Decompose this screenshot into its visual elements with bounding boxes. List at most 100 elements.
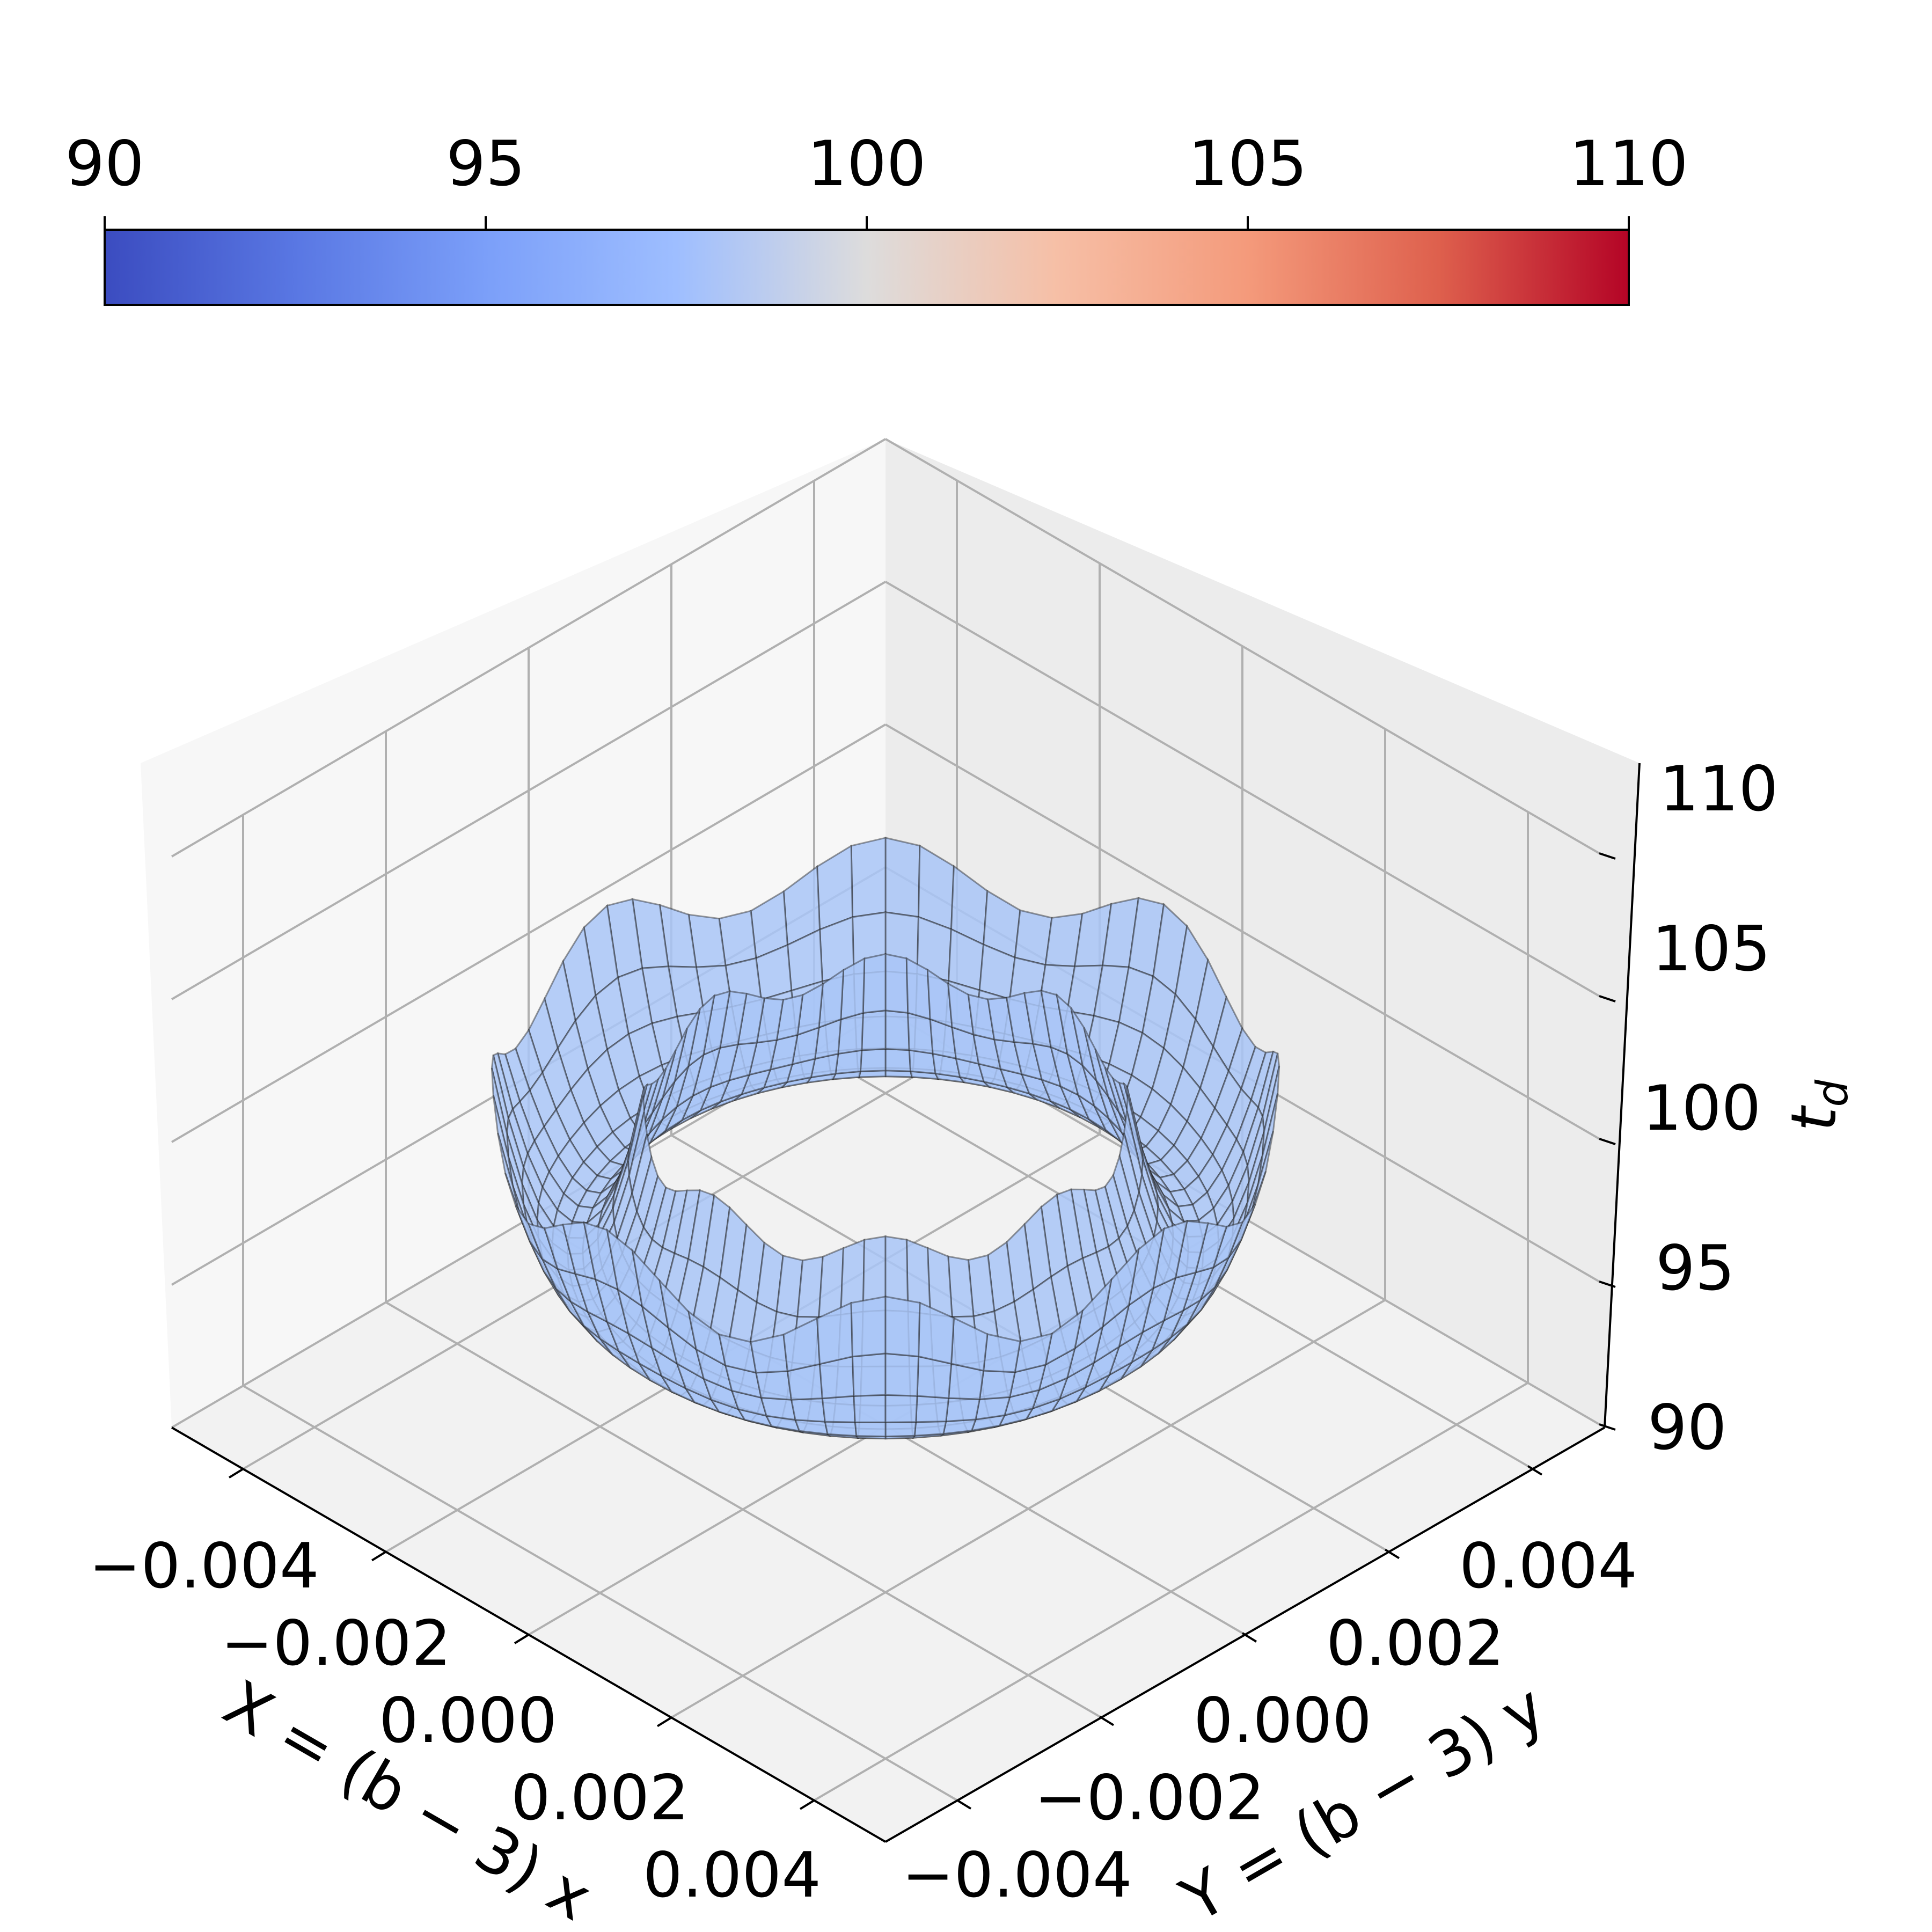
- gridline: [884, 438, 1600, 854]
- z-tick-label: 90: [1648, 1392, 1727, 1464]
- surface-cell: [760, 1396, 796, 1421]
- colorbar: 90 95 100 105 110: [65, 128, 1688, 306]
- surface-cell: [854, 1421, 887, 1438]
- x-tick-label: −0.002: [221, 1607, 451, 1680]
- surface-cell: [982, 1333, 1021, 1373]
- colorbar-tick-label: 110: [1569, 128, 1688, 200]
- colorbar-tick-label: 105: [1188, 128, 1307, 200]
- tick-mark: [1527, 1465, 1543, 1476]
- colorbar-ticks: 90 95 100 105 110: [65, 128, 1688, 230]
- surface-cell: [948, 928, 985, 992]
- surface-cell: [1157, 1103, 1188, 1147]
- tick-mark: [371, 1550, 387, 1562]
- colorbar-gradient: [104, 229, 1630, 306]
- z-tick-label: 105: [1652, 913, 1770, 985]
- surface-cell: [851, 1352, 887, 1397]
- colorbar-tick-label: 90: [65, 128, 144, 200]
- surface-cell: [913, 1420, 947, 1437]
- surface-cell: [884, 1394, 918, 1423]
- tick-mark: [956, 1799, 972, 1810]
- tick-mark: [514, 1634, 530, 1644]
- left-wall-pane: [141, 439, 885, 1428]
- gridline: [171, 438, 887, 858]
- y-axis-ticks: [956, 1465, 1543, 1810]
- x-tick-label: 0.000: [379, 1685, 557, 1757]
- surface-cell: [1240, 1045, 1267, 1102]
- surface-cell: [1093, 964, 1130, 1023]
- surface-cell: [884, 1352, 920, 1397]
- surface-cell: [987, 997, 1015, 1043]
- y-tick-label: −0.004: [902, 1839, 1132, 1912]
- surface-plot: [491, 837, 1280, 1440]
- surface-cell: [818, 1247, 845, 1319]
- surface-cell: [945, 1397, 981, 1423]
- surface-cell: [950, 1316, 989, 1372]
- surface-cell: [1146, 1159, 1175, 1179]
- colorbar-tick-label: 100: [807, 128, 926, 200]
- surface-cell: [1194, 1222, 1228, 1274]
- surface-cell: [790, 1397, 826, 1423]
- surface-cell: [884, 837, 921, 918]
- x-tick-label: 0.002: [511, 1762, 689, 1834]
- tick-mark: [1599, 852, 1616, 860]
- surface-cell: [750, 1333, 789, 1374]
- surface-cell: [859, 1048, 887, 1072]
- surface-cell: [1152, 1220, 1188, 1290]
- tick-mark: [228, 1468, 244, 1479]
- surface-cell: [1221, 1137, 1245, 1188]
- surface-cell: [1118, 966, 1154, 1034]
- z-axis-title-subscript: d: [1807, 1079, 1857, 1107]
- surface-cell: [983, 889, 1021, 959]
- gridline: [242, 1385, 958, 1801]
- tick-mark: [1599, 1423, 1616, 1431]
- surface-cell: [977, 1063, 1008, 1088]
- gridline: [171, 581, 887, 1000]
- z-tick-label: 100: [1642, 1072, 1761, 1145]
- surface-cell: [926, 1247, 953, 1318]
- surface-cell: [915, 1395, 950, 1423]
- gridline: [884, 581, 1600, 997]
- surface-cell: [1199, 1045, 1230, 1110]
- z-tick-label: 95: [1656, 1232, 1735, 1305]
- gridline: [171, 723, 887, 1143]
- x-tick-label: 0.004: [643, 1839, 821, 1912]
- surface-cell: [1161, 1192, 1185, 1223]
- surface-cell: [755, 1370, 793, 1401]
- z-axis-title-main: t: [1778, 1104, 1850, 1131]
- surface-cell: [1005, 992, 1034, 1045]
- z-axis-title: td: [1778, 1079, 1857, 1131]
- x-tick-label: −0.004: [89, 1530, 319, 1602]
- tick-mark: [799, 1799, 815, 1810]
- surface-cell: [884, 1421, 917, 1438]
- surface-cell: [884, 1048, 912, 1072]
- surface-cell: [850, 1296, 887, 1358]
- surface-cell: [850, 837, 887, 918]
- surface-cell: [1141, 1148, 1159, 1208]
- surface-cell: [1257, 1093, 1279, 1184]
- y-tick-label: 0.000: [1194, 1685, 1372, 1757]
- surface-cell: [853, 1394, 887, 1423]
- surface-cell: [821, 1395, 856, 1423]
- tick-mark: [1384, 1548, 1400, 1560]
- surface-cell: [884, 1009, 910, 1051]
- z-axis: 90 95 100 105 110 td: [1599, 753, 1857, 1464]
- surface-cell: [955, 1057, 985, 1083]
- right-wall-pane: [885, 439, 1640, 1428]
- y-tick-label: −0.002: [1034, 1762, 1264, 1834]
- surface-cell: [1020, 1073, 1052, 1103]
- z-tick-label: 110: [1659, 753, 1778, 825]
- surface-cell: [1212, 1123, 1238, 1172]
- surface-cell: [975, 1396, 1011, 1421]
- z-axis-line: [1604, 763, 1641, 1428]
- tick-mark: [1099, 1715, 1115, 1726]
- tick-mark: [1599, 1280, 1616, 1288]
- z-axis-ticks: [1599, 852, 1616, 1431]
- surface-cell: [884, 953, 909, 1014]
- surface-cell: [934, 1072, 966, 1084]
- surface-cell: [824, 1421, 858, 1437]
- tick-mark: [1599, 1138, 1616, 1145]
- gridline: [385, 1301, 1101, 1718]
- surface-cell: [1250, 1131, 1274, 1214]
- surface-cell: [926, 968, 953, 1029]
